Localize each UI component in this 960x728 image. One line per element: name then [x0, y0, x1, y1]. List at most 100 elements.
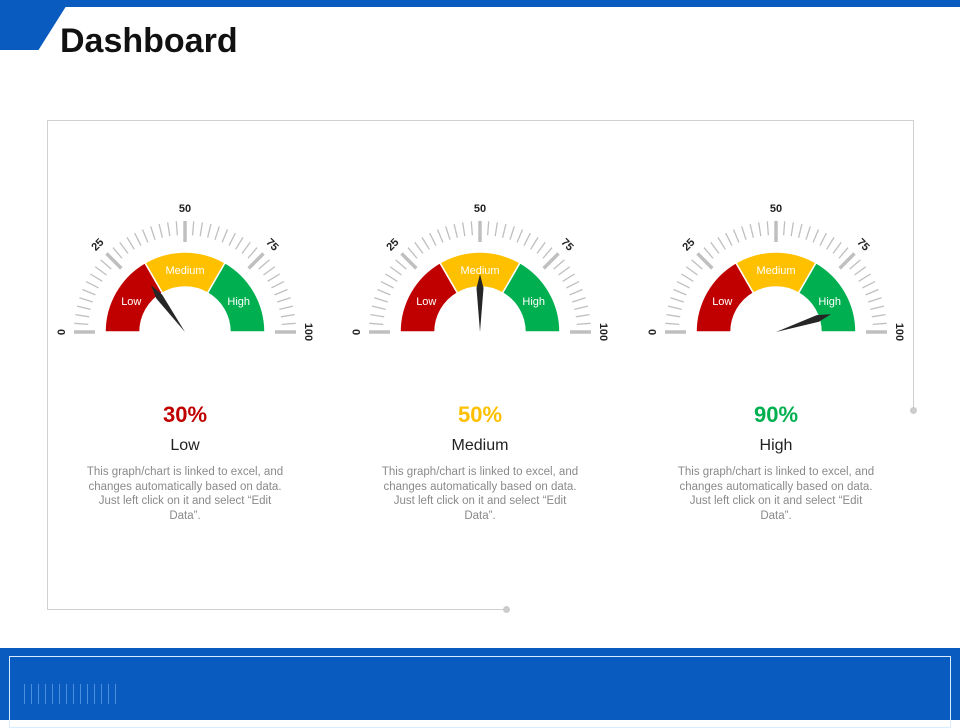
minor-tick	[267, 273, 280, 282]
minor-tick	[280, 313, 295, 318]
minor-tick	[870, 305, 885, 310]
minor-tick	[826, 237, 835, 250]
tick-label: 100	[597, 323, 609, 341]
gauge-needle	[150, 285, 185, 332]
band-label: Low	[121, 296, 141, 308]
minor-tick	[798, 223, 803, 238]
minor-tick	[119, 241, 129, 254]
minor-tick	[865, 288, 879, 296]
minor-tick	[421, 237, 430, 250]
minor-tick	[414, 241, 424, 254]
minor-tick	[150, 226, 156, 240]
minor-tick	[445, 226, 451, 240]
minor-tick	[509, 226, 515, 240]
minor-tick	[247, 247, 258, 259]
minor-tick	[868, 297, 882, 303]
gauge-card-1: 30% Low This graph/chart is linked to ex…	[85, 402, 285, 523]
tick-label: 50	[770, 203, 782, 215]
band-high	[206, 261, 266, 333]
minor-tick	[782, 221, 786, 236]
percent-value: 50%	[457, 402, 503, 427]
minor-tick	[725, 232, 733, 246]
minor-tick	[872, 322, 887, 326]
band-high	[501, 261, 561, 333]
minor-tick	[389, 266, 402, 276]
gauge-card-2: 50% Medium This graph/chart is linked to…	[380, 402, 580, 523]
minor-tick	[749, 223, 754, 238]
minor-tick	[862, 281, 876, 289]
band-label: High	[522, 296, 545, 308]
minor-tick	[79, 297, 93, 303]
minor-tick	[790, 222, 795, 237]
minor-tick	[575, 313, 590, 318]
minor-tick	[681, 273, 694, 282]
minor-tick	[673, 288, 687, 296]
percent-value: 90%	[753, 402, 799, 427]
minor-tick	[221, 229, 229, 243]
major-tick	[400, 252, 418, 270]
minor-tick	[558, 266, 571, 276]
footer-stripes	[24, 684, 116, 704]
footer-frame	[9, 656, 951, 728]
minor-tick	[665, 322, 680, 326]
minor-tick	[486, 221, 490, 236]
minor-tick	[263, 266, 276, 276]
minor-tick	[377, 288, 391, 296]
minor-tick	[536, 241, 546, 254]
minor-tick	[849, 259, 861, 270]
minor-tick	[134, 232, 142, 246]
minor-tick	[191, 221, 195, 236]
major-tick	[838, 252, 856, 270]
minor-tick	[717, 237, 726, 250]
minor-tick	[819, 232, 827, 246]
minor-tick	[436, 229, 444, 243]
minor-tick	[516, 229, 524, 243]
minor-tick	[858, 273, 871, 282]
minor-tick	[494, 222, 499, 237]
frame-dot	[503, 606, 510, 613]
minor-tick	[703, 247, 714, 259]
percent-value: 30%	[162, 402, 208, 427]
minor-tick	[395, 259, 407, 270]
band-label: Medium	[460, 265, 499, 277]
band-label: High	[818, 296, 841, 308]
band-label: Medium	[165, 265, 204, 277]
minor-tick	[710, 241, 720, 254]
minor-tick	[470, 221, 474, 236]
minor-tick	[76, 305, 91, 310]
minor-tick	[235, 237, 244, 250]
minor-tick	[576, 322, 591, 326]
tick-label: 50	[179, 203, 191, 215]
level-label: High	[759, 437, 793, 454]
minor-tick	[199, 222, 204, 237]
minor-tick	[685, 266, 698, 276]
tick-label: 100	[893, 323, 905, 341]
minor-tick	[380, 281, 394, 289]
minor-tick	[757, 222, 762, 237]
frame-bottom-line	[47, 609, 507, 610]
minor-tick	[271, 281, 285, 289]
minor-tick	[166, 222, 171, 237]
minor-tick	[277, 297, 291, 303]
band-high	[797, 261, 857, 333]
tick-label: 0	[647, 329, 659, 335]
band-label: High	[227, 296, 250, 308]
major-tick	[247, 252, 265, 270]
minor-tick	[667, 305, 682, 310]
minor-tick	[228, 232, 236, 246]
minor-tick	[453, 223, 458, 238]
level-label: Medium	[451, 437, 509, 454]
minor-tick	[741, 226, 747, 240]
frame-right-line	[913, 120, 914, 410]
minor-tick	[369, 322, 384, 326]
minor-tick	[666, 313, 681, 318]
major-tick	[105, 252, 123, 270]
minor-tick	[371, 305, 386, 310]
minor-tick	[94, 266, 107, 276]
level-label: Low	[170, 437, 200, 454]
minor-tick	[766, 221, 770, 236]
minor-tick	[279, 305, 294, 310]
minor-tick	[832, 241, 842, 254]
minor-tick	[805, 226, 811, 240]
minor-tick	[574, 305, 589, 310]
